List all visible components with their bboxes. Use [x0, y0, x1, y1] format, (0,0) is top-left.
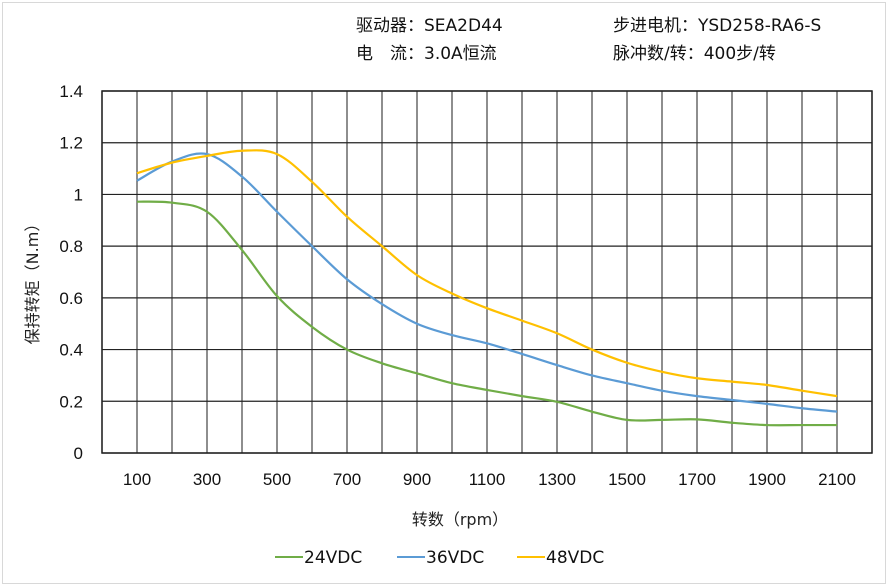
legend-label: 36VDC — [426, 548, 484, 568]
y-tick-label: 0.6 — [59, 289, 83, 308]
tick-labels: 0 0.2 0.4 0.6 0.8 1 1.2 1.4 100 300 500 700 900 1100 1… — [59, 82, 856, 489]
x-tick-label: 1300 — [538, 470, 576, 489]
plot-border — [101, 90, 873, 454]
x-tick-label: 500 — [263, 470, 291, 489]
x-tick-label: 1100 — [469, 470, 506, 489]
y-tick-label: 0 — [74, 444, 83, 463]
driver-info: 驱动器：SEA2D44 — [356, 16, 503, 36]
y-tick-label: 1.4 — [59, 82, 83, 101]
legend-label: 24VDC — [304, 548, 362, 568]
x-tick-label: 2100 — [818, 470, 856, 489]
y-axis-label: 保持转矩（N.m） — [23, 216, 42, 345]
y-tick-label: 0.2 — [59, 392, 83, 411]
x-tick-label: 900 — [403, 470, 431, 489]
legend: 24VDC 36VDC 48VDC — [275, 548, 604, 568]
series-line-48VDC — [136, 149, 838, 398]
y-tick-label: 0.8 — [59, 237, 83, 256]
x-tick-label: 300 — [193, 470, 221, 489]
grid — [101, 90, 873, 454]
current-info: 电 流：3.0A恒流 — [356, 44, 497, 64]
y-tick-label: 1 — [74, 185, 83, 204]
x-tick-label: 1500 — [608, 470, 646, 489]
y-tick-label: 1.2 — [59, 134, 83, 153]
x-tick-label: 100 — [123, 470, 151, 489]
pulse-info: 脉冲数/转：400步/转 — [613, 44, 776, 64]
x-tick-label: 1900 — [748, 470, 786, 489]
x-axis-label: 转数（rpm） — [412, 510, 508, 529]
legend-label: 48VDC — [546, 548, 604, 568]
y-tick-label: 0.4 — [59, 341, 83, 360]
x-tick-label: 1700 — [678, 470, 716, 489]
series-line-24VDC — [136, 200, 837, 427]
series-lines — [136, 149, 838, 427]
motor-info: 步进电机：YSD258-RA6-S — [613, 16, 822, 36]
series-line-36VDC — [136, 152, 838, 413]
x-tick-label: 700 — [333, 470, 361, 489]
